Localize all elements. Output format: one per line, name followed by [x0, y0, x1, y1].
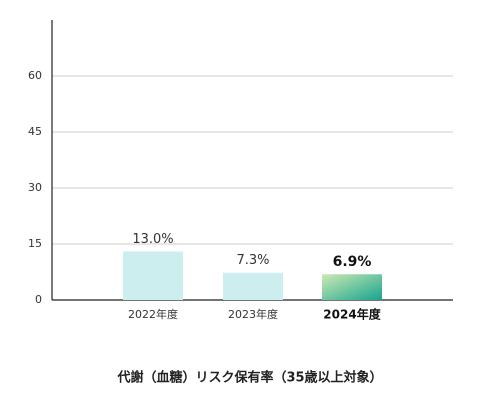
y-tick-label: 60 [28, 69, 42, 82]
y-tick-label: 0 [35, 293, 42, 306]
y-tick-label: 30 [28, 181, 42, 194]
value-label: 13.0% [132, 232, 173, 247]
value-label: 7.3% [236, 253, 269, 268]
bar [123, 251, 183, 300]
x-tick-label: 2023年度 [228, 307, 278, 321]
bar [322, 274, 382, 300]
y-tick-label: 45 [28, 125, 42, 138]
value-label: 6.9% [333, 254, 372, 270]
y-tick-label: 15 [28, 237, 42, 250]
x-tick-label: 2024年度 [323, 307, 381, 322]
x-tick-label: 2022年度 [128, 307, 178, 321]
chart-title: 代謝（血糖）リスク保有率（35歳以上対象） [116, 370, 382, 386]
bar [223, 272, 283, 300]
